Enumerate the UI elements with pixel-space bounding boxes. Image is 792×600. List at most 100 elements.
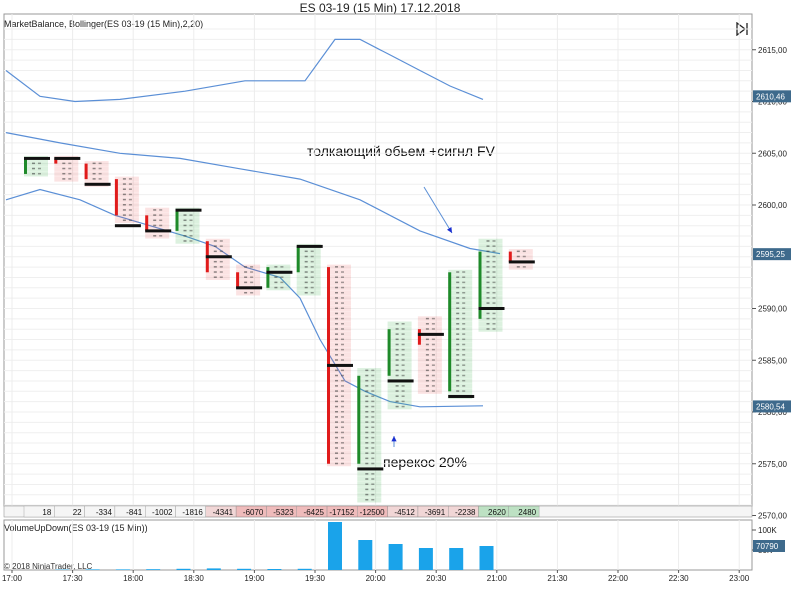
footprint-digit (341, 400, 344, 403)
footprint-cell (327, 337, 351, 343)
footprint-digit (365, 442, 369, 444)
footprint-cell (417, 357, 442, 363)
footprint-digit (341, 328, 344, 330)
poc-line (175, 208, 202, 212)
footprint-cell (478, 300, 503, 306)
footprint-cell (236, 269, 261, 275)
footprint-cell (327, 280, 351, 286)
footprint-cell (175, 218, 200, 224)
footprint-cell (448, 280, 473, 286)
footprint-cell (478, 311, 503, 317)
footprint-digit (341, 266, 344, 268)
candle-bar (205, 238, 232, 280)
footprint-cell (145, 223, 170, 229)
volume-bar (237, 568, 252, 570)
footprint-cell (478, 295, 503, 301)
footprint-cell (357, 399, 382, 405)
footprint-digit (365, 369, 369, 372)
footprint-digit (492, 281, 496, 284)
footprint-digit (335, 457, 338, 460)
footprint-digit (486, 245, 490, 247)
footprint-cell (24, 161, 48, 167)
footprint-digit (456, 343, 460, 346)
copyright-text: © 2018 NinjaTrader, LLC (4, 562, 93, 571)
volume-bar (418, 548, 433, 570)
footprint-cell (114, 212, 139, 218)
footprint-digit (32, 167, 35, 170)
footprint-digit (401, 323, 405, 325)
footprint-digit (183, 235, 187, 237)
footprint-cell (357, 487, 382, 493)
footprint-cell (114, 202, 139, 208)
footprint-digit (462, 297, 466, 299)
footprint-digit (304, 250, 308, 253)
footprint-digit (335, 421, 338, 423)
footprint-cell (114, 197, 139, 203)
footprint-cell (236, 290, 261, 296)
footprint-digit (244, 276, 248, 278)
footprint-cell (357, 435, 382, 441)
time-tick-label: 23:00 (729, 574, 750, 583)
footprint-digit (310, 276, 314, 278)
footprint-digit (456, 338, 460, 341)
footprint-cell (387, 347, 412, 353)
footprint-digit (128, 178, 132, 180)
footprint-digit (341, 452, 344, 454)
footprint-digit (122, 183, 126, 185)
footprint-digit (341, 426, 344, 429)
footprint-digit (395, 374, 399, 377)
footprint-digit (153, 219, 157, 222)
footprint-digit (401, 338, 405, 341)
footprint-digit (371, 379, 375, 382)
footprint-cell (205, 259, 230, 265)
footprint-digit (371, 431, 375, 434)
footprint-digit (486, 266, 490, 268)
footprint-digit (189, 219, 193, 222)
footprint-digit (341, 302, 344, 304)
footprint-digit (341, 271, 344, 273)
footprint-cell (357, 373, 382, 379)
footprint-digit (335, 291, 338, 294)
volume-bar (358, 540, 373, 570)
footprint-digit (68, 178, 72, 180)
footprint-digit (395, 395, 399, 397)
footprint-digit (274, 276, 278, 278)
candle-bar (236, 264, 263, 296)
price-tag-label: 2610,46 (756, 92, 785, 101)
volume-tick-label: 100K (758, 526, 777, 535)
footprint-digit (365, 411, 369, 413)
footprint-digit (335, 359, 338, 361)
footprint-cell (448, 311, 473, 317)
footprint-digit (492, 271, 496, 273)
footprint-digit (401, 343, 405, 346)
footprint-digit (395, 343, 399, 346)
price-tag-label: 2595,25 (756, 250, 785, 259)
footprint-digit (189, 229, 193, 232)
footprint-cell (448, 300, 473, 306)
footprint-digit (128, 198, 132, 201)
footprint-digit (335, 379, 338, 382)
footprint-cell (357, 445, 382, 451)
footprint-digit (462, 369, 466, 372)
footprint-cell (327, 430, 351, 436)
footprint-digit (341, 281, 344, 284)
footprint-digit (365, 374, 369, 377)
footprint-digit (365, 426, 369, 429)
price-tick-label: 2585,00 (758, 356, 787, 365)
annotation-arrow-top (423, 186, 453, 234)
footprint-digit (128, 209, 132, 211)
footprint-digit (365, 400, 369, 403)
footprint-digit (456, 354, 460, 356)
footprint-cell (327, 321, 351, 327)
footprint-cell (417, 347, 442, 353)
footprint-cell (327, 409, 351, 415)
footprint-digit (219, 276, 223, 278)
poc-line (357, 467, 384, 471)
delta-cell (508, 505, 540, 518)
footprint-cell (327, 285, 351, 291)
time-tick-label: 21:30 (547, 574, 568, 583)
footprint-cell (387, 373, 412, 379)
footprint-digit (128, 188, 132, 190)
footprint-cell (448, 285, 473, 291)
footprint-cell (357, 388, 382, 394)
